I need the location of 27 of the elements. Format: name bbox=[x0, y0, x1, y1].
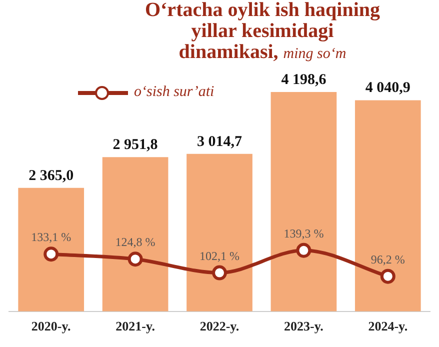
legend-label: o‘sish sur’ati bbox=[134, 84, 214, 101]
data-label: 139,3 % bbox=[284, 226, 324, 240]
x-tick-label: 2021-y. bbox=[116, 318, 155, 334]
point bbox=[380, 268, 396, 284]
x-tick-label: 2024-y. bbox=[368, 318, 408, 334]
point bbox=[44, 246, 59, 262]
bar bbox=[102, 157, 168, 312]
chart-subtitle: ming so‘m bbox=[283, 46, 346, 62]
point bbox=[212, 265, 227, 280]
x-tick-label: 2023-y. bbox=[284, 318, 324, 334]
x-tick-label: 2022-y. bbox=[200, 318, 240, 334]
bar bbox=[186, 154, 252, 312]
data-label: 124,8 % bbox=[115, 235, 156, 250]
point bbox=[296, 242, 312, 258]
bar bbox=[354, 100, 421, 312]
data-label: 4 040,9 bbox=[365, 80, 410, 96]
data-label: 96,2 % bbox=[370, 252, 405, 266]
data-label: 133,1 % bbox=[31, 230, 72, 244]
point bbox=[128, 252, 143, 267]
data-label: 2 365,0 bbox=[28, 168, 74, 184]
x-tick-label: 2020-y. bbox=[31, 318, 71, 334]
data-label: 3 014,7 bbox=[197, 134, 242, 150]
bar bbox=[18, 188, 84, 312]
bar bbox=[270, 92, 337, 312]
data-label: 4 198,6 bbox=[281, 72, 327, 88]
data-label: 2 951,8 bbox=[112, 137, 158, 154]
data-label: 102,1 % bbox=[200, 248, 240, 263]
